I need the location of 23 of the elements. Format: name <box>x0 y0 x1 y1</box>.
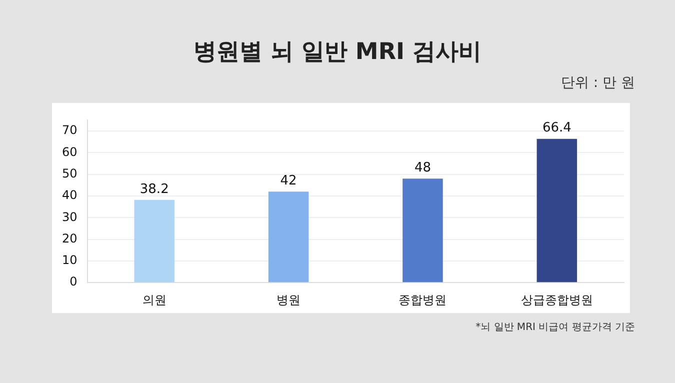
data-label: 42 <box>280 174 297 189</box>
text: 단위 : 만 원 <box>560 74 635 92</box>
bar <box>536 138 578 282</box>
y-tick-label: 50 <box>62 166 78 180</box>
bar <box>134 200 174 282</box>
data-label: 48 <box>414 160 431 176</box>
x-tick-label: 상급종합병원 <box>520 292 593 307</box>
data-label: 66.4 <box>542 120 572 136</box>
bar <box>402 178 443 282</box>
y-tick-label: 70 <box>62 123 78 138</box>
text: *뇌 일반 MRI 비급여 평균가격 기준 <box>476 321 635 334</box>
x-tick-label: 종합병원 <box>398 292 447 307</box>
y-tick-label: 20 <box>62 231 78 246</box>
x-tick-label: 병원 <box>276 292 301 307</box>
bar <box>268 192 309 282</box>
x-tick-label: 의원 <box>142 292 166 307</box>
y-tick-label: 40 <box>62 188 78 202</box>
y-tick-label: 0 <box>70 274 78 289</box>
y-tick-label: 10 <box>62 253 78 268</box>
y-tick-label: 30 <box>62 210 78 224</box>
data-label: 38.2 <box>140 182 169 197</box>
y-tick-label: 60 <box>62 144 78 159</box>
chart-title: 병원별 뇌 일반 MRI 검사비 <box>192 38 483 67</box>
